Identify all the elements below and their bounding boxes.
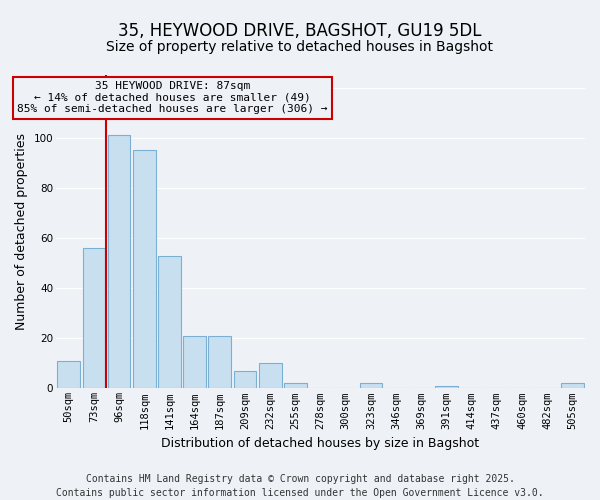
Bar <box>58 361 80 388</box>
Bar <box>158 256 181 388</box>
Bar <box>183 336 206 388</box>
Bar <box>259 364 281 388</box>
Text: 35 HEYWOOD DRIVE: 87sqm
← 14% of detached houses are smaller (49)
85% of semi-de: 35 HEYWOOD DRIVE: 87sqm ← 14% of detache… <box>17 82 328 114</box>
Bar <box>83 248 105 388</box>
Text: Size of property relative to detached houses in Bagshot: Size of property relative to detached ho… <box>107 40 493 54</box>
Bar <box>561 384 584 388</box>
Bar <box>359 384 382 388</box>
Bar <box>435 386 458 388</box>
Text: 35, HEYWOOD DRIVE, BAGSHOT, GU19 5DL: 35, HEYWOOD DRIVE, BAGSHOT, GU19 5DL <box>118 22 482 40</box>
X-axis label: Distribution of detached houses by size in Bagshot: Distribution of detached houses by size … <box>161 437 479 450</box>
Text: Contains HM Land Registry data © Crown copyright and database right 2025.
Contai: Contains HM Land Registry data © Crown c… <box>56 474 544 498</box>
Bar <box>233 371 256 388</box>
Y-axis label: Number of detached properties: Number of detached properties <box>15 133 28 330</box>
Bar <box>208 336 231 388</box>
Bar <box>284 384 307 388</box>
Bar <box>108 135 130 388</box>
Bar <box>133 150 155 388</box>
